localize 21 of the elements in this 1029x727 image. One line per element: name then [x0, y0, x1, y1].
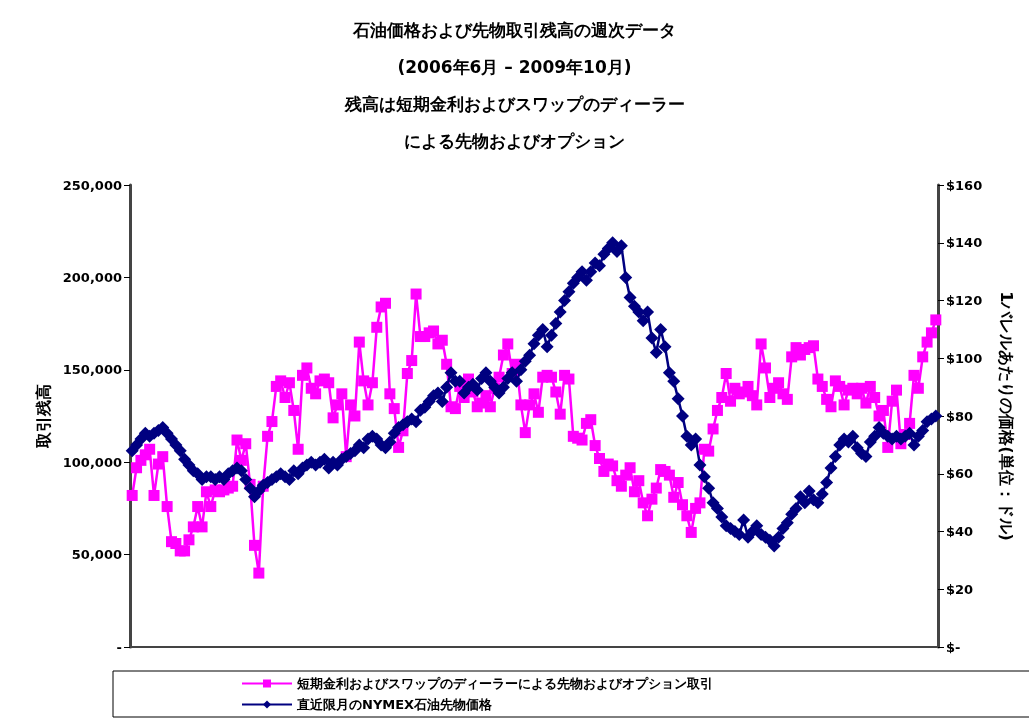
y2-tick-label: $-: [946, 639, 961, 655]
y-tick-label: -: [116, 639, 122, 655]
y-axis-title: 取引残高: [34, 384, 54, 449]
y-tick-label: 200,000: [62, 269, 122, 285]
y2-tick-label: $60: [946, 466, 974, 482]
y2-tick-label: $140: [946, 235, 983, 251]
y2-tick-label: $40: [946, 524, 974, 539]
chart-title: 石油価格および先物取引残高の週次データ (2006年6月 – 2009年10月): [352, 19, 676, 77]
y2-tick-label: $80: [946, 408, 974, 424]
y2-tick-label: $120: [946, 293, 983, 308]
y2-tick-label: $160: [946, 177, 983, 193]
y2-tick-label: $20: [946, 581, 974, 597]
chart-subtitle: 残高は短期金利およびスワップのディーラーによる先物およびオプション: [343, 93, 685, 151]
y-tick-label: 150,000: [62, 362, 122, 378]
y2-axis-title: 1バレルあたりの価格(単位：ドル): [996, 291, 1016, 541]
y-tick-label: 50,000: [71, 547, 122, 563]
y-tick-label: 250,000: [62, 177, 122, 193]
y2-tick-label: $100: [946, 350, 983, 366]
legend-label: 短期金利およびスワップのディーラーによる先物およびオプション取引: [296, 676, 713, 691]
legend-label: 直近限月のNYMEX石油先物価格: [296, 697, 494, 712]
y-tick-label: 100,000: [62, 454, 122, 470]
